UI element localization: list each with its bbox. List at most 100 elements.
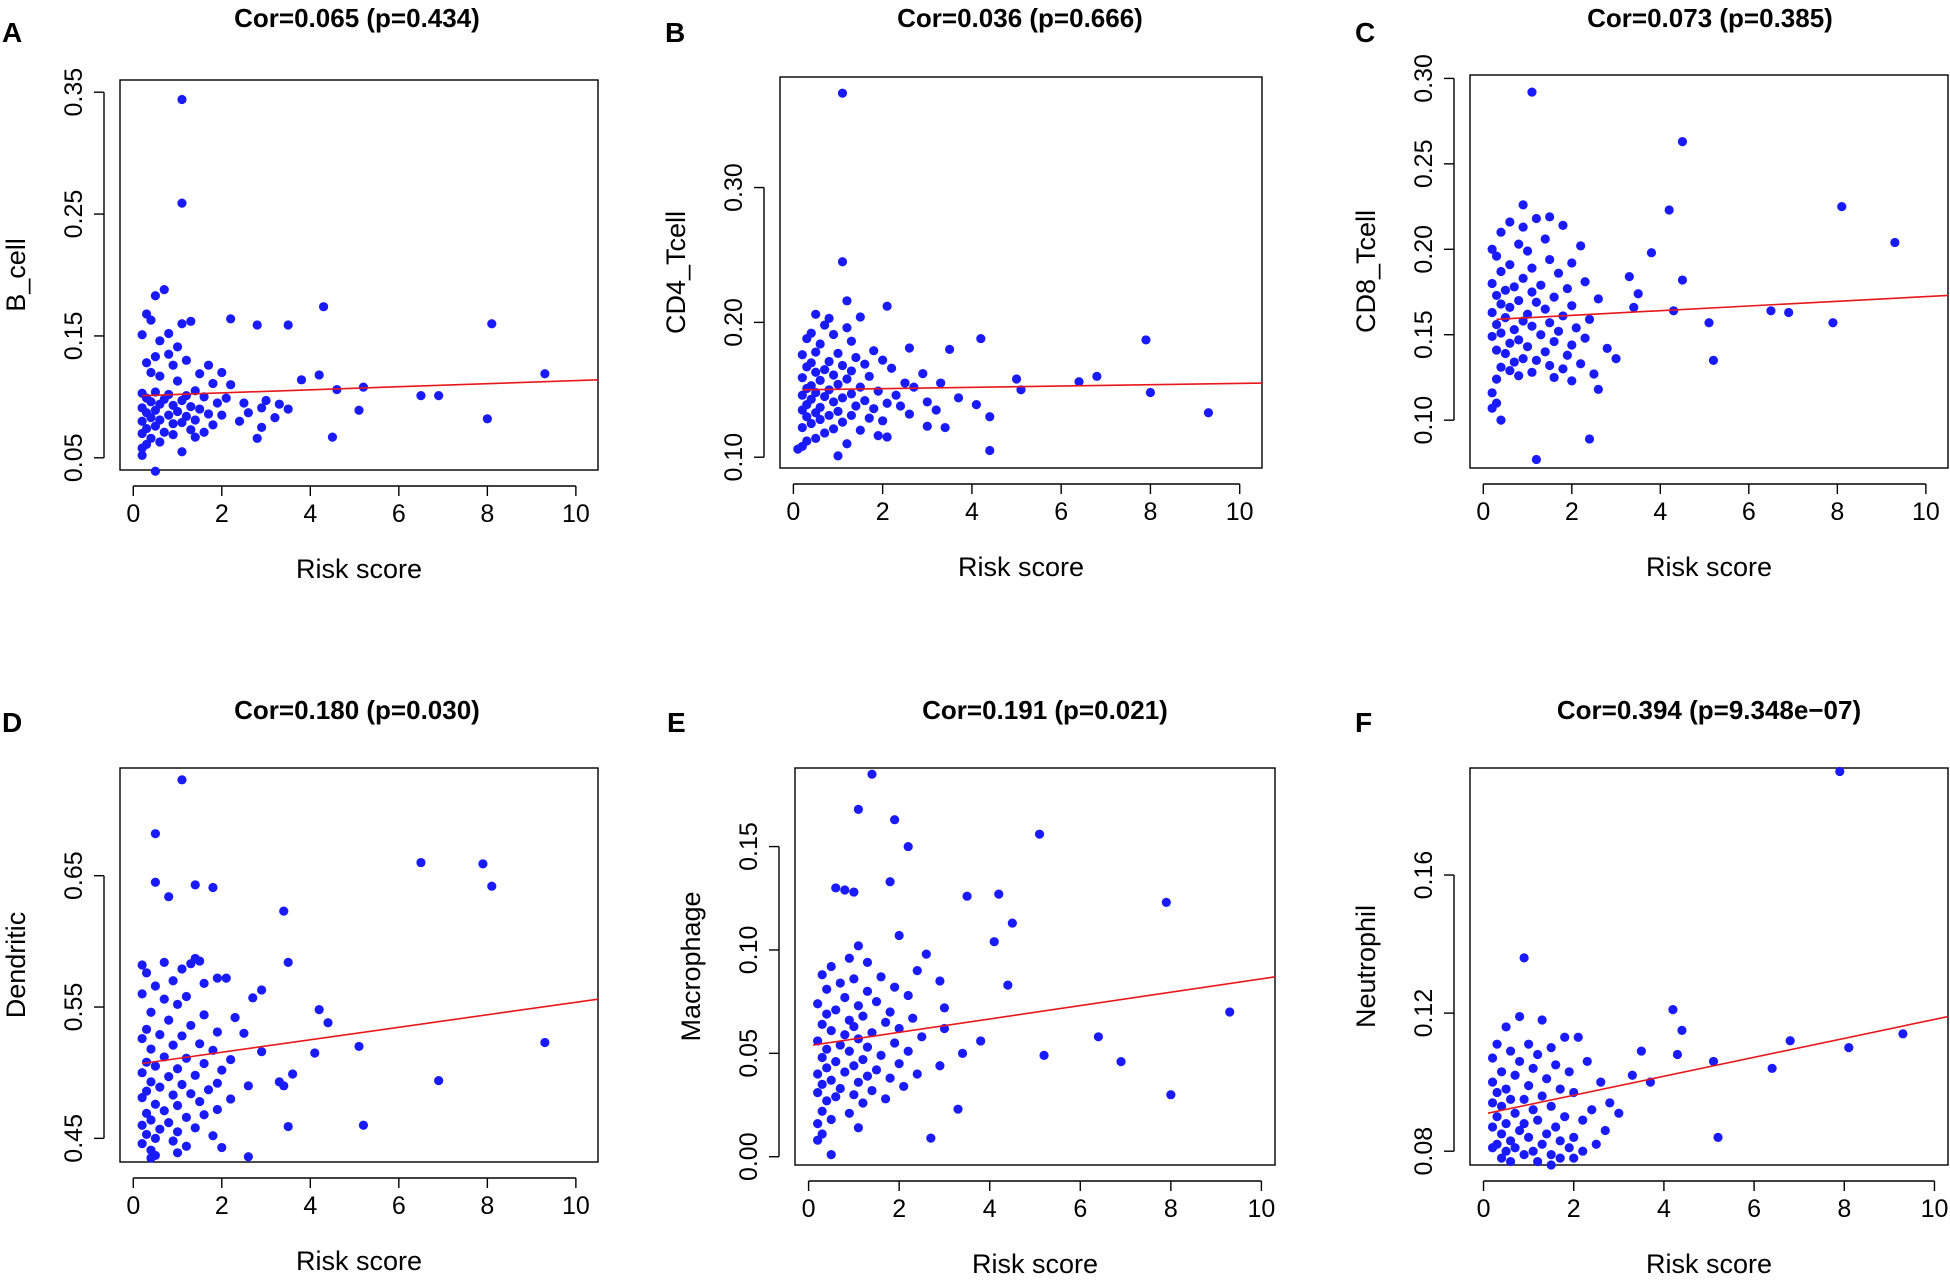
- y-tick-label: 0.55: [60, 983, 88, 1032]
- data-point: [1491, 345, 1502, 355]
- panel-letter: C: [1355, 17, 1375, 48]
- x-tick-label: 10: [562, 500, 590, 528]
- data-point: [1487, 1053, 1498, 1063]
- x-tick-label: 4: [1653, 498, 1667, 526]
- y-tick-label: 0.16: [1410, 851, 1438, 900]
- data-point: [212, 398, 222, 408]
- data-point: [1492, 1039, 1502, 1049]
- data-point: [815, 414, 825, 425]
- data-point: [797, 422, 807, 433]
- data-point: [1522, 246, 1533, 256]
- data-point: [172, 376, 183, 386]
- data-point: [935, 1061, 945, 1071]
- data-point: [177, 1031, 187, 1041]
- data-point: [867, 769, 877, 779]
- data-point: [1203, 408, 1214, 418]
- data-point: [1514, 239, 1524, 249]
- data-point: [137, 450, 147, 460]
- data-point: [1551, 1122, 1561, 1132]
- data-point: [903, 841, 913, 852]
- data-point: [1546, 1043, 1556, 1053]
- data-point: [1093, 1032, 1103, 1042]
- data-point: [1515, 1125, 1525, 1136]
- data-point: [844, 1046, 854, 1056]
- data-point: [1531, 297, 1541, 307]
- data-point: [243, 1081, 253, 1091]
- data-point: [921, 949, 931, 959]
- data-point: [1491, 374, 1502, 384]
- data-point: [177, 964, 187, 974]
- data-point: [935, 976, 945, 986]
- x-tick-label: 4: [983, 1195, 997, 1223]
- y-tick-label: 0.45: [60, 1114, 88, 1163]
- data-point: [855, 312, 865, 322]
- data-point: [274, 399, 284, 409]
- data-point: [831, 1092, 841, 1102]
- y-tick-label: 0.10: [735, 926, 763, 975]
- data-point: [168, 1040, 178, 1050]
- data-point: [899, 1081, 909, 1092]
- data-point: [1533, 1115, 1543, 1125]
- data-point: [820, 364, 830, 375]
- data-point: [1633, 289, 1643, 299]
- data-point: [1546, 1101, 1556, 1111]
- x-tick-label: 6: [392, 500, 406, 528]
- x-tick-label: 8: [480, 1192, 494, 1220]
- data-point: [146, 397, 156, 407]
- regression-line: [802, 382, 1263, 391]
- data-point: [1605, 1098, 1615, 1108]
- data-point: [1527, 263, 1537, 273]
- data-point: [1677, 1025, 1687, 1035]
- y-axis-label: Neutrophil: [1351, 905, 1381, 1028]
- data-point: [1708, 1056, 1719, 1067]
- data-point: [172, 1064, 183, 1074]
- data-point: [1767, 1063, 1777, 1073]
- data-point: [1141, 335, 1151, 345]
- x-tick-label: 0: [1476, 498, 1490, 526]
- data-point: [828, 370, 839, 380]
- data-point: [1510, 1143, 1520, 1153]
- data-point: [1573, 1032, 1583, 1042]
- data-point: [1487, 1143, 1498, 1153]
- data-point: [1528, 1105, 1538, 1115]
- data-point: [1562, 350, 1572, 360]
- data-point: [826, 1075, 836, 1085]
- data-point: [177, 1079, 187, 1090]
- data-point: [1531, 454, 1541, 465]
- panel-c: C Cor=0.073 (p=0.385) 0 2 4 6 8 10 Risk score 0.1…: [1351, 3, 1949, 582]
- data-point: [971, 400, 981, 410]
- data-point: [793, 444, 803, 454]
- data-point: [1785, 1036, 1795, 1046]
- data-point: [296, 375, 307, 385]
- data-point: [822, 984, 832, 994]
- data-point: [867, 1028, 877, 1038]
- data-point: [1496, 227, 1506, 237]
- y-tick-label: 0.00: [735, 1132, 763, 1181]
- data-point: [1545, 212, 1555, 222]
- data-point: [878, 416, 888, 426]
- data-point: [926, 1133, 936, 1143]
- data-point: [908, 1013, 918, 1023]
- x-axis-label: Risk score: [972, 1249, 1098, 1276]
- data-point: [164, 892, 174, 902]
- data-point: [817, 1019, 827, 1029]
- data-point: [1519, 953, 1529, 963]
- data-point: [840, 1067, 850, 1077]
- data-point: [1672, 1049, 1683, 1060]
- data-point: [824, 410, 834, 421]
- data-point: [203, 409, 214, 419]
- data-point: [858, 1011, 868, 1021]
- data-point: [849, 1090, 859, 1100]
- data-point: [478, 859, 488, 869]
- data-point: [835, 1040, 845, 1050]
- data-point: [212, 973, 222, 983]
- data-point: [903, 990, 913, 1001]
- data-point: [1003, 980, 1013, 990]
- data-point: [212, 1104, 222, 1115]
- panel-letter: E: [667, 707, 686, 738]
- data-point: [1766, 306, 1776, 316]
- x-tick-label: 8: [480, 500, 494, 528]
- data-point: [283, 320, 293, 330]
- data-point: [1518, 354, 1528, 364]
- data-point: [150, 466, 161, 476]
